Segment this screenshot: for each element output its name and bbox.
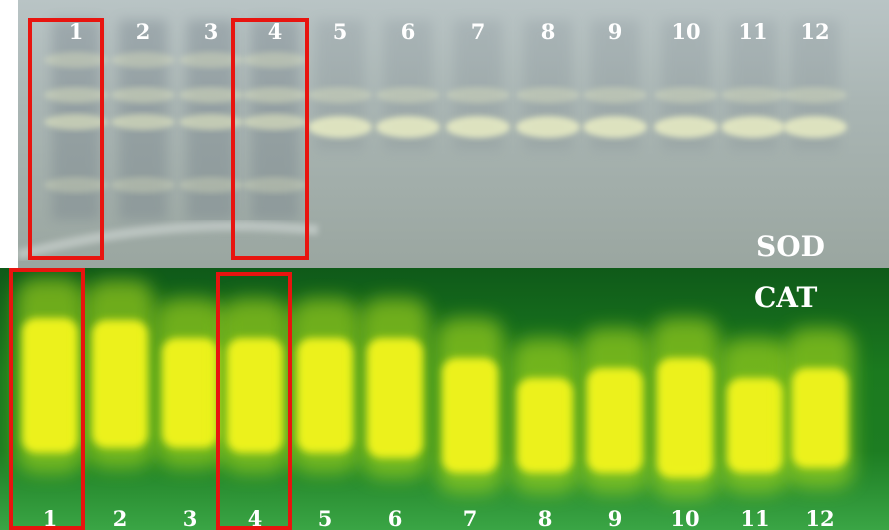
sod-band [516,87,580,103]
sod-band [111,114,175,130]
sod-lane-label-7: 7 [470,19,486,44]
cat-lane-label-2: 2 [112,506,128,530]
sod-band [243,114,307,130]
sod-band [721,116,785,138]
sod-lane-4-highlight-box [231,18,309,260]
cat-lane-label-3: 3 [182,506,198,530]
sod-band [44,114,108,130]
sod-band [446,116,510,138]
cat-band [22,318,78,453]
cat-band [227,338,283,453]
cat-band [442,358,498,473]
sod-lane-label-4: 4 [267,19,283,44]
cat-lane-label-11: 11 [740,506,770,530]
sod-band [446,87,510,103]
cat-lane-label-4: 4 [247,506,263,530]
cat-band [587,368,643,473]
sod-band [111,177,175,193]
cat-lane-label-6: 6 [387,506,403,530]
cat-gel-panel: 1 2 3 4 5 6 7 8 9 10 11 12 CAT [0,268,889,530]
sod-band [583,116,647,138]
sod-band [376,116,440,138]
sod-band [516,116,580,138]
sod-lanes [18,20,847,260]
sod-lane-label-9: 9 [607,19,623,44]
sod-lane-label-5: 5 [332,19,348,44]
cat-band [657,358,713,478]
cat-band [162,338,218,448]
sod-band [243,52,307,68]
sod-band [44,52,108,68]
sod-band [783,116,847,138]
cat-band [297,338,353,453]
sod-band [179,114,243,130]
sod-title: SOD [756,230,825,263]
sod-band [243,87,307,103]
cat-lane-label-10: 10 [670,506,700,530]
sod-band [654,87,718,103]
sod-lane-label-11: 11 [738,19,768,44]
sod-lane-label-1: 1 [68,19,84,44]
sod-lane-label-8: 8 [540,19,556,44]
sod-lane-label-12: 12 [800,19,830,44]
sod-band [583,87,647,103]
cat-lane-4-highlight-box [216,272,292,530]
sod-band [308,116,372,138]
sod-band [111,52,175,68]
cat-lane-label-7: 7 [462,506,478,530]
cat-band [92,320,148,448]
sod-band [44,177,108,193]
sod-lane-label-6: 6 [400,19,416,44]
cat-lane-label-8: 8 [537,506,553,530]
sod-lane-label-10: 10 [671,19,701,44]
sod-band [243,177,307,193]
sod-band [308,87,372,103]
sod-band [654,116,718,138]
cat-band [517,378,573,473]
cat-lane-1-highlight-box [9,268,85,530]
sod-band [44,87,108,103]
sod-band [179,177,243,193]
cat-band [792,368,848,468]
cat-lane-label-1: 1 [42,506,58,530]
cat-band [727,378,783,473]
sod-lane-1-highlight-box [28,18,104,260]
cat-title: CAT [754,281,818,314]
cat-lane-label-5: 5 [317,506,333,530]
sod-gel-panel: 1 2 3 4 5 6 7 8 9 10 11 12 SOD [18,0,889,268]
sod-band [376,87,440,103]
cat-band [367,338,423,458]
sod-lane-label-2: 2 [135,19,151,44]
sod-band [721,87,785,103]
cat-lanes [16,278,854,498]
cat-lane-label-12: 12 [805,506,835,530]
sod-band [179,52,243,68]
sod-band [783,87,847,103]
sod-lane-label-3: 3 [203,19,219,44]
sod-band [179,87,243,103]
sod-band [111,87,175,103]
cat-lane-label-9: 9 [607,506,623,530]
